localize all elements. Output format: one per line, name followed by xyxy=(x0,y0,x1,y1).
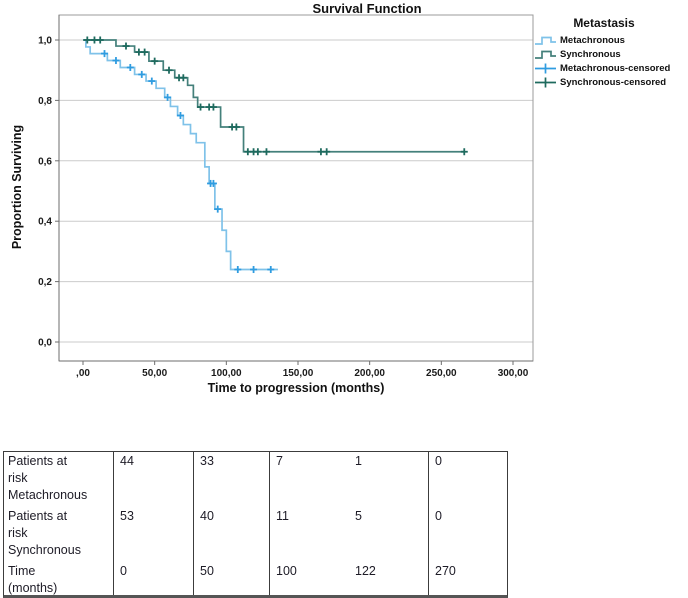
risk-table-row-label-line: Time xyxy=(8,564,36,578)
risk-table-cell: 0 xyxy=(113,562,193,595)
risk-table-cell: 33 xyxy=(193,452,269,507)
risk-table-row-label-line: risk xyxy=(8,471,28,485)
legend-title: Metastasis xyxy=(573,16,635,30)
legend-item-synchronous-censored: Synchronous-censored xyxy=(534,76,686,89)
risk-table-cell: 1 xyxy=(355,454,362,468)
risk-table-row-label: Time (months) xyxy=(4,562,113,595)
risk-table-row-label: Patients at risk Synchronous xyxy=(4,507,113,562)
x-tick-label: 150,00 xyxy=(283,368,314,379)
risk-table-cell: 0 xyxy=(428,452,507,507)
y-axis-title: Proportion Surviving xyxy=(10,124,24,250)
y-tick-label: 0,0 xyxy=(38,338,52,349)
step-line-icon xyxy=(535,36,556,45)
risk-table-row-label-line: Patients at xyxy=(8,454,68,468)
x-tick-label: 250,00 xyxy=(426,368,457,379)
legend-item-metachronous: Metachronous xyxy=(534,34,686,47)
legend-items: Metachronous Synchronous Metachronous-cens… xyxy=(534,34,686,89)
risk-table-row-label-line: Synchronous xyxy=(8,543,81,557)
y-tick-label: 0,4 xyxy=(38,217,52,228)
legend-item-label: Metachronous-censored xyxy=(560,63,671,74)
risk-table-cell: 5 xyxy=(355,509,362,523)
risk-table-row-label-line: Patients at xyxy=(8,509,68,523)
y-tick-label: 1,0 xyxy=(38,36,52,47)
x-tick-label: 100,00 xyxy=(211,368,242,379)
risk-table-row-label-line: risk xyxy=(8,526,28,540)
risk-table-cell: 44 xyxy=(113,452,193,507)
step-line-icon xyxy=(535,50,556,59)
survival-plot-canvas: 1,0 0,8 0,6 0,4 0,2 0,0 ,00 50,00 100,00 150,00 20… xyxy=(38,14,534,379)
y-tick-label: 0,8 xyxy=(38,96,52,107)
chart-title: Survival Function xyxy=(312,1,422,16)
censor-plus-icon xyxy=(535,63,556,74)
patients-at-risk-table: Patients at risk Metachronous 44 33 7 1 0 Patien… xyxy=(3,451,508,598)
x-tick-label: 200,00 xyxy=(354,368,385,379)
censor-plus-icon xyxy=(535,77,556,88)
risk-table-row-label-line: (months) xyxy=(8,581,58,595)
legend-item-metachronous-censored: Metachronous-censored xyxy=(534,62,686,75)
risk-table-cell: 50 xyxy=(193,562,269,595)
legend: Metastasis Metachronous Synchronous Metach… xyxy=(534,16,686,90)
x-axis-title: Time to progression (months) xyxy=(207,381,385,395)
y-tick-label: 0,2 xyxy=(38,277,52,288)
risk-table-cell: 122 xyxy=(355,564,376,578)
risk-table-cell: 0 xyxy=(428,507,507,562)
risk-table-cell: 40 xyxy=(193,507,269,562)
legend-item-label: Synchronous xyxy=(560,49,621,60)
x-tick-label: 50,00 xyxy=(142,368,167,379)
y-tick-label: 0,6 xyxy=(38,156,52,167)
survival-curve-synchronous xyxy=(83,39,465,153)
risk-table-cell: 7 xyxy=(269,452,349,507)
legend-item-synchronous: Synchronous xyxy=(534,48,686,61)
risk-table-cell: 53 xyxy=(113,507,193,562)
risk-table-cell: 100 xyxy=(269,562,349,595)
x-tick-label: 300,00 xyxy=(498,368,529,379)
x-tick-label: ,00 xyxy=(76,368,90,379)
risk-table-cell: 11 xyxy=(269,507,349,562)
risk-table-row-label-line: Metachronous xyxy=(8,488,88,502)
risk-table-cell: 270 xyxy=(428,562,507,595)
risk-table-row-label: Patients at risk Metachronous xyxy=(4,452,113,507)
legend-item-label: Synchronous-censored xyxy=(560,77,667,88)
legend-item-label: Metachronous xyxy=(560,35,625,46)
